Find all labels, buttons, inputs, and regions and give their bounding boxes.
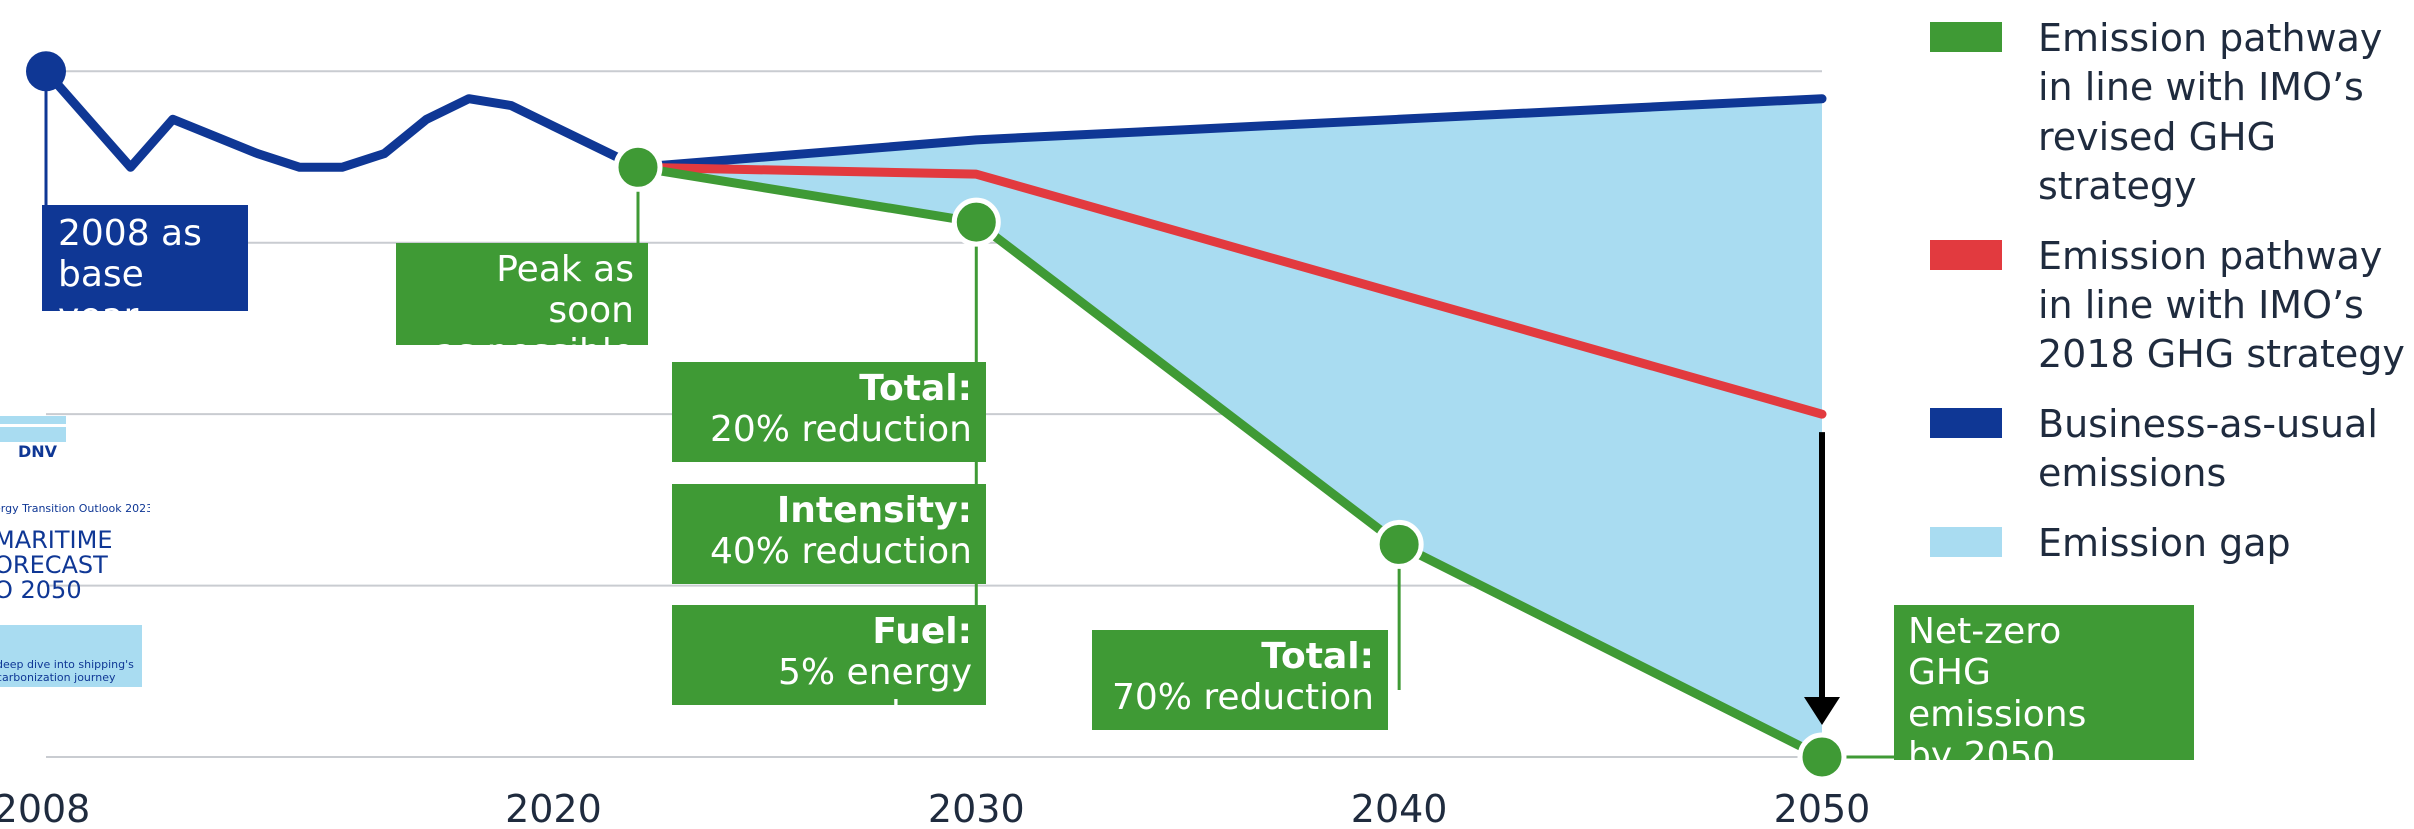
x-tick-2020: 2020 (505, 787, 602, 829)
x-tick-2030: 2030 (928, 787, 1025, 829)
point-2030 (954, 200, 998, 244)
legend-label-bau: Business-as-usual emissions (2038, 400, 2414, 499)
x-tick-labels: 2008 2020 2030 2040 2050 (0, 787, 1870, 829)
fuel-body: 5% energy share (686, 652, 972, 735)
x-tick-2040: 2040 (1351, 787, 1448, 829)
x-tick-2050: 2050 (1774, 787, 1871, 829)
base-year-callout: 2008 as base year (42, 205, 248, 311)
legend-swatch-revised (1930, 22, 2002, 52)
total-2040-head: Total: (1106, 636, 1374, 677)
intensity-callout: Intensity: 40% reduction (672, 484, 986, 584)
fuel-callout: Fuel: 5% energy share (672, 605, 986, 705)
cover-subtitle: ergy Transition Outlook 2023 (0, 502, 150, 515)
x-tick-2008: 2008 (0, 787, 90, 829)
total-2030-callout: Total: 20% reduction (672, 362, 986, 462)
intensity-body: 40% reduction (686, 531, 972, 572)
legend-label-revised: Emission pathway in line with IMO’s revi… (2038, 14, 2414, 212)
legend-item-gap: Emission gap (1930, 519, 2414, 568)
peak-callout: Peak as soon as possible (396, 243, 648, 345)
point-2050 (1800, 735, 1844, 779)
total-2040-body: 70% reduction (1106, 677, 1374, 718)
legend-swatch-gap (1930, 527, 2002, 557)
total-2030-body: 20% reduction (686, 409, 972, 450)
cover-top-bar (0, 416, 66, 442)
legend-label-2018: Emission pathway in line with IMO’s 2018… (2038, 232, 2414, 380)
peak-text: Peak as soon as possible (410, 249, 634, 373)
legend-swatch-bau (1930, 408, 2002, 438)
dnv-logo: DNV (18, 442, 57, 461)
net-zero-text: Net-zero GHG emissions by 2050 (1908, 611, 2180, 777)
total-2030-head: Total: (686, 368, 972, 409)
cover-title-line-3: O 2050 (0, 578, 113, 603)
legend: Emission pathway in line with IMO’s revi… (1930, 14, 2414, 588)
fuel-head: Fuel: (686, 611, 972, 652)
point-2022 (616, 145, 660, 189)
point-2008 (26, 51, 66, 91)
point-2040 (1377, 522, 1421, 566)
intensity-head: Intensity: (686, 490, 972, 531)
legend-item-2018: Emission pathway in line with IMO’s 2018… (1930, 232, 2414, 380)
cover-title-line-1: MARITIME (0, 528, 113, 553)
cover-title: MARITIME ORECAST O 2050 (0, 528, 113, 604)
cover-top-stripe (0, 424, 66, 427)
legend-swatch-2018 (1930, 240, 2002, 270)
base-year-text: 2008 as base year (58, 213, 232, 337)
cover-tagline: deep dive into shipping's carbonization … (0, 658, 134, 684)
cover-title-line-2: ORECAST (0, 553, 113, 578)
total-2040-callout: Total: 70% reduction (1092, 630, 1388, 730)
report-cover-thumbnail: DNV ergy Transition Outlook 2023 MARITIM… (0, 410, 150, 700)
net-zero-callout: Net-zero GHG emissions by 2050 (1894, 605, 2194, 760)
legend-label-gap: Emission gap (2038, 519, 2291, 568)
legend-item-bau: Business-as-usual emissions (1930, 400, 2414, 499)
legend-item-revised: Emission pathway in line with IMO’s revi… (1930, 14, 2414, 212)
cover-tagline-line-1: deep dive into shipping's (0, 658, 134, 671)
cover-tagline-line-2: carbonization journey (0, 671, 134, 684)
